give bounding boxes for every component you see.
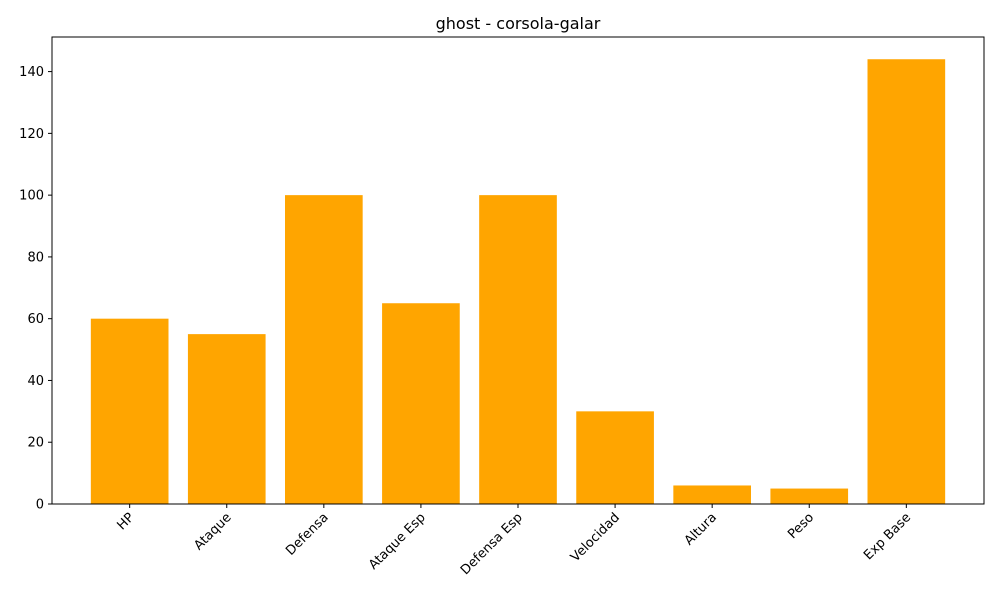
bar-exp-base (867, 59, 946, 504)
bar-ataque (187, 334, 266, 504)
y-tick-label: 60 (27, 312, 44, 327)
y-tick-label: 140 (19, 65, 44, 80)
y-tick-label: 20 (27, 436, 44, 451)
y-tick-label: 100 (19, 189, 44, 204)
bar-peso (770, 488, 849, 504)
plot-frame (51, 36, 985, 505)
bar-altura (673, 485, 751, 504)
bars-group (90, 59, 946, 504)
y-tick-label: 40 (27, 374, 44, 389)
y-axis: 0 20 40 60 80 100 120 140 (19, 65, 52, 513)
bar-ataque-esp (382, 303, 460, 504)
y-tick-label: 120 (19, 127, 44, 142)
bar-velocidad (576, 411, 654, 504)
chart-title: ghost - corsola-galar (436, 14, 601, 33)
y-tick-label: 0 (36, 498, 44, 513)
bar-defensa-esp (479, 195, 557, 504)
bar-defensa (285, 195, 363, 504)
y-tick-label: 80 (27, 250, 44, 265)
bar-hp (90, 318, 169, 504)
